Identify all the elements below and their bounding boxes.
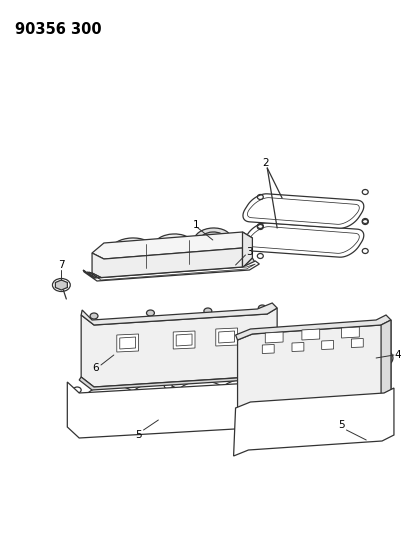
Polygon shape: [262, 344, 274, 353]
Polygon shape: [79, 370, 277, 390]
Ellipse shape: [245, 397, 253, 403]
Polygon shape: [243, 223, 364, 257]
Polygon shape: [81, 303, 277, 325]
Polygon shape: [292, 343, 304, 351]
Ellipse shape: [245, 403, 305, 441]
Ellipse shape: [164, 383, 172, 389]
Ellipse shape: [202, 341, 245, 369]
Polygon shape: [67, 375, 281, 438]
Polygon shape: [117, 334, 139, 352]
Ellipse shape: [83, 385, 139, 421]
Ellipse shape: [308, 440, 315, 445]
Ellipse shape: [125, 346, 168, 374]
Ellipse shape: [373, 435, 380, 440]
Ellipse shape: [373, 395, 380, 400]
Text: 1: 1: [192, 220, 199, 230]
Ellipse shape: [194, 228, 232, 252]
Ellipse shape: [332, 391, 340, 397]
Ellipse shape: [372, 326, 380, 332]
Text: 4: 4: [395, 350, 401, 360]
Polygon shape: [247, 198, 359, 224]
Text: 2: 2: [262, 158, 269, 168]
Polygon shape: [265, 332, 283, 343]
Ellipse shape: [243, 355, 307, 395]
Ellipse shape: [245, 403, 252, 408]
Polygon shape: [81, 308, 277, 387]
Ellipse shape: [268, 379, 276, 385]
Polygon shape: [234, 388, 394, 456]
Polygon shape: [237, 320, 391, 413]
Ellipse shape: [200, 232, 226, 248]
Polygon shape: [92, 248, 243, 279]
Text: 6: 6: [93, 363, 99, 373]
Polygon shape: [235, 315, 391, 340]
Polygon shape: [83, 261, 259, 281]
Polygon shape: [120, 337, 136, 349]
Ellipse shape: [90, 313, 98, 319]
Ellipse shape: [218, 379, 273, 415]
Ellipse shape: [292, 400, 351, 438]
Ellipse shape: [204, 308, 212, 314]
Ellipse shape: [268, 417, 276, 423]
Ellipse shape: [73, 387, 81, 393]
Ellipse shape: [146, 310, 154, 316]
Polygon shape: [302, 329, 320, 340]
Ellipse shape: [372, 388, 380, 394]
Ellipse shape: [332, 328, 340, 334]
Ellipse shape: [112, 238, 152, 258]
Ellipse shape: [288, 394, 296, 400]
Ellipse shape: [344, 401, 388, 431]
Polygon shape: [351, 338, 363, 348]
Ellipse shape: [258, 305, 266, 311]
Polygon shape: [87, 258, 255, 280]
Ellipse shape: [156, 234, 191, 252]
Polygon shape: [381, 320, 391, 395]
Ellipse shape: [373, 352, 389, 364]
Ellipse shape: [344, 354, 388, 386]
Ellipse shape: [129, 383, 184, 419]
Polygon shape: [92, 232, 252, 259]
Polygon shape: [322, 341, 334, 350]
Polygon shape: [216, 328, 237, 346]
Polygon shape: [176, 334, 192, 346]
Ellipse shape: [87, 348, 131, 376]
Polygon shape: [342, 327, 359, 338]
Ellipse shape: [245, 334, 253, 340]
Ellipse shape: [164, 421, 172, 427]
Ellipse shape: [196, 231, 230, 249]
Text: 5: 5: [338, 420, 345, 430]
Polygon shape: [247, 227, 359, 253]
Text: 5: 5: [135, 430, 142, 440]
Ellipse shape: [174, 381, 230, 417]
Polygon shape: [173, 331, 195, 349]
Polygon shape: [243, 194, 364, 228]
Ellipse shape: [369, 349, 393, 367]
Text: 90356 300: 90356 300: [15, 22, 101, 37]
Ellipse shape: [245, 443, 252, 448]
Polygon shape: [243, 232, 252, 268]
Text: 3: 3: [246, 247, 253, 257]
Ellipse shape: [290, 352, 353, 392]
Text: 7: 7: [58, 260, 65, 270]
Ellipse shape: [164, 343, 208, 371]
Ellipse shape: [308, 400, 315, 405]
Ellipse shape: [288, 331, 296, 337]
Ellipse shape: [73, 425, 81, 431]
Polygon shape: [55, 280, 67, 290]
Polygon shape: [219, 331, 235, 343]
